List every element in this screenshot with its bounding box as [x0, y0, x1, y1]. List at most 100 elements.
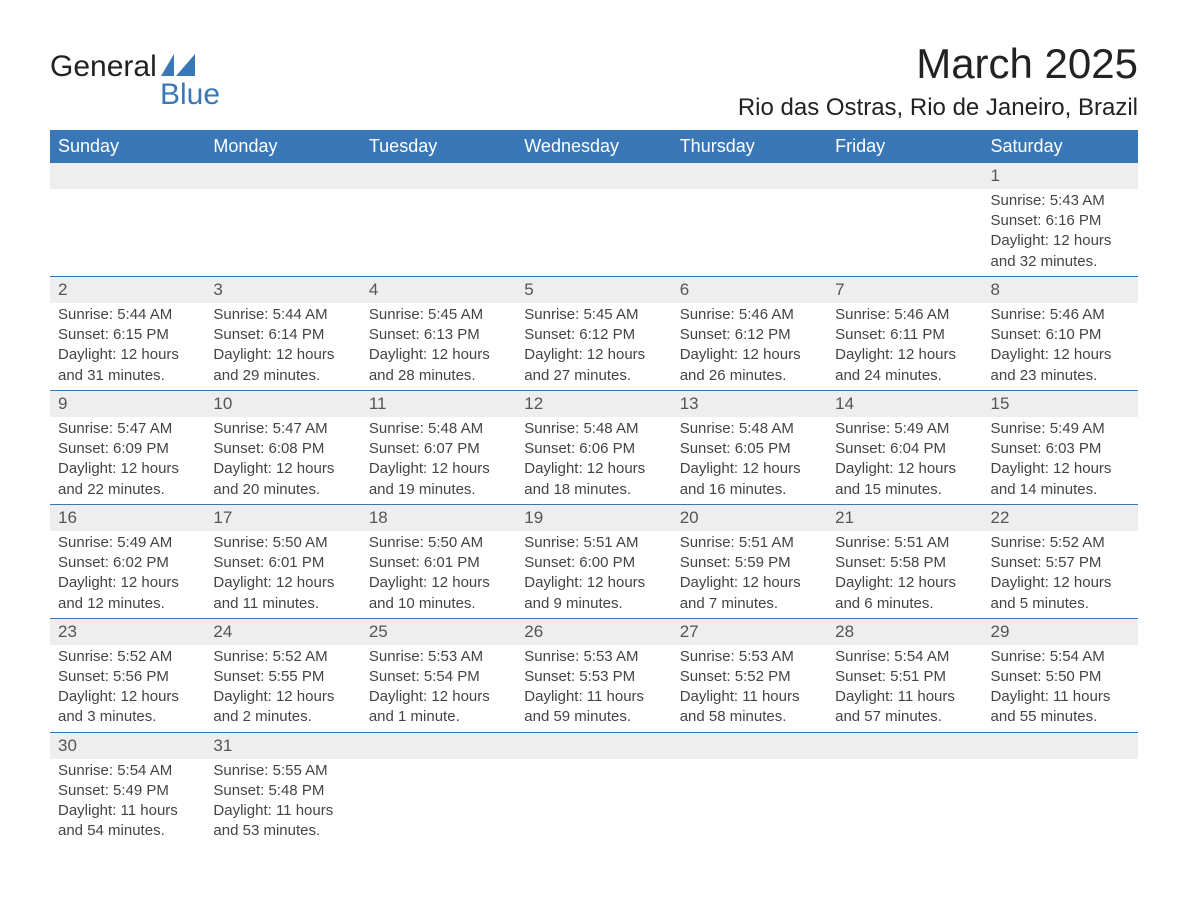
daylight-line2: and 22 minutes. — [58, 480, 197, 500]
daylight-line2: and 58 minutes. — [680, 707, 819, 727]
daylight-line2: and 14 minutes. — [991, 480, 1130, 500]
sunrise: Sunrise: 5:43 AM — [991, 191, 1130, 211]
sunset: Sunset: 5:59 PM — [680, 553, 819, 573]
daylight-line2: and 19 minutes. — [369, 480, 508, 500]
sunrise: Sunrise: 5:54 AM — [58, 761, 197, 781]
weekday-header-row: Sunday Monday Tuesday Wednesday Thursday… — [50, 130, 1138, 163]
day-number: 24 — [205, 618, 360, 644]
daylight-line2: and 24 minutes. — [835, 366, 974, 386]
day-detail — [205, 189, 360, 277]
sunrise: Sunrise: 5:44 AM — [213, 305, 352, 325]
day-number — [516, 732, 671, 758]
day-number: 30 — [50, 732, 205, 758]
day-detail: Sunrise: 5:52 AMSunset: 5:57 PMDaylight:… — [983, 531, 1138, 619]
daylight-line1: Daylight: 12 hours — [680, 459, 819, 479]
daylight-line1: Daylight: 11 hours — [524, 687, 663, 707]
sunset: Sunset: 6:12 PM — [524, 325, 663, 345]
day-number: 26 — [516, 618, 671, 644]
daylight-line2: and 7 minutes. — [680, 594, 819, 614]
daylight-line2: and 9 minutes. — [524, 594, 663, 614]
sunset: Sunset: 5:50 PM — [991, 667, 1130, 687]
logo-text-b: Blue — [160, 78, 220, 112]
day-detail: Sunrise: 5:45 AMSunset: 6:13 PMDaylight:… — [361, 303, 516, 391]
sunrise: Sunrise: 5:54 AM — [835, 647, 974, 667]
day-number: 18 — [361, 504, 516, 530]
daylight-line2: and 28 minutes. — [369, 366, 508, 386]
day-number: 1 — [983, 163, 1138, 189]
header: General Blue March 2025 Rio das Ostras, … — [50, 40, 1138, 122]
daylight-line2: and 6 minutes. — [835, 594, 974, 614]
sunrise: Sunrise: 5:48 AM — [369, 419, 508, 439]
sunrise: Sunrise: 5:53 AM — [524, 647, 663, 667]
day-detail: Sunrise: 5:55 AMSunset: 5:48 PMDaylight:… — [205, 759, 360, 846]
sunrise: Sunrise: 5:45 AM — [369, 305, 508, 325]
sunrise: Sunrise: 5:50 AM — [213, 533, 352, 553]
day-detail: Sunrise: 5:49 AMSunset: 6:04 PMDaylight:… — [827, 417, 982, 505]
day-number: 2 — [50, 276, 205, 302]
daylight-line1: Daylight: 12 hours — [991, 231, 1130, 251]
day-detail: Sunrise: 5:47 AMSunset: 6:08 PMDaylight:… — [205, 417, 360, 505]
day-number: 12 — [516, 390, 671, 416]
day-detail: Sunrise: 5:51 AMSunset: 6:00 PMDaylight:… — [516, 531, 671, 619]
daylight-line1: Daylight: 12 hours — [213, 573, 352, 593]
day-number: 25 — [361, 618, 516, 644]
day-number: 7 — [827, 276, 982, 302]
day-number — [672, 732, 827, 758]
daylight-line2: and 18 minutes. — [524, 480, 663, 500]
day-number: 19 — [516, 504, 671, 530]
sunset: Sunset: 5:51 PM — [835, 667, 974, 687]
day-number: 5 — [516, 276, 671, 302]
sunset: Sunset: 6:14 PM — [213, 325, 352, 345]
daylight-line2: and 2 minutes. — [213, 707, 352, 727]
day-number — [672, 163, 827, 189]
day-detail — [672, 189, 827, 277]
day-detail: Sunrise: 5:48 AMSunset: 6:05 PMDaylight:… — [672, 417, 827, 505]
day-number: 11 — [361, 390, 516, 416]
day-detail: Sunrise: 5:45 AMSunset: 6:12 PMDaylight:… — [516, 303, 671, 391]
daylight-line2: and 23 minutes. — [991, 366, 1130, 386]
daylight-line1: Daylight: 12 hours — [991, 459, 1130, 479]
daynum-row: 23242526272829 — [50, 618, 1138, 644]
day-number: 31 — [205, 732, 360, 758]
daylight-line2: and 31 minutes. — [58, 366, 197, 386]
daylight-line1: Daylight: 11 hours — [835, 687, 974, 707]
daylight-line1: Daylight: 12 hours — [991, 573, 1130, 593]
day-detail: Sunrise: 5:51 AMSunset: 5:59 PMDaylight:… — [672, 531, 827, 619]
day-number: 6 — [672, 276, 827, 302]
sunset: Sunset: 6:03 PM — [991, 439, 1130, 459]
day-number: 4 — [361, 276, 516, 302]
daynum-row: 1 — [50, 163, 1138, 189]
daylight-line2: and 53 minutes. — [213, 821, 352, 841]
daylight-line1: Daylight: 12 hours — [213, 345, 352, 365]
day-number: 20 — [672, 504, 827, 530]
day-number — [50, 163, 205, 189]
sunset: Sunset: 6:10 PM — [991, 325, 1130, 345]
daylight-line1: Daylight: 12 hours — [369, 573, 508, 593]
day-detail: Sunrise: 5:52 AMSunset: 5:55 PMDaylight:… — [205, 645, 360, 733]
logo-text-a: General — [50, 50, 157, 84]
daylight-line2: and 10 minutes. — [369, 594, 508, 614]
sunrise: Sunrise: 5:53 AM — [369, 647, 508, 667]
day-detail: Sunrise: 5:49 AMSunset: 6:02 PMDaylight:… — [50, 531, 205, 619]
day-detail: Sunrise: 5:46 AMSunset: 6:10 PMDaylight:… — [983, 303, 1138, 391]
detail-row: Sunrise: 5:44 AMSunset: 6:15 PMDaylight:… — [50, 303, 1138, 391]
daylight-line2: and 55 minutes. — [991, 707, 1130, 727]
daylight-line2: and 12 minutes. — [58, 594, 197, 614]
calendar-table: Sunday Monday Tuesday Wednesday Thursday… — [50, 130, 1138, 846]
daylight-line1: Daylight: 12 hours — [369, 687, 508, 707]
sunset: Sunset: 5:49 PM — [58, 781, 197, 801]
day-detail — [983, 759, 1138, 846]
sunset: Sunset: 6:02 PM — [58, 553, 197, 573]
day-detail: Sunrise: 5:48 AMSunset: 6:06 PMDaylight:… — [516, 417, 671, 505]
detail-row: Sunrise: 5:54 AMSunset: 5:49 PMDaylight:… — [50, 759, 1138, 846]
day-number: 28 — [827, 618, 982, 644]
sunset: Sunset: 6:04 PM — [835, 439, 974, 459]
sunrise: Sunrise: 5:49 AM — [58, 533, 197, 553]
day-detail: Sunrise: 5:46 AMSunset: 6:12 PMDaylight:… — [672, 303, 827, 391]
weekday-header: Monday — [205, 130, 360, 163]
sunset: Sunset: 5:54 PM — [369, 667, 508, 687]
day-detail: Sunrise: 5:47 AMSunset: 6:09 PMDaylight:… — [50, 417, 205, 505]
sunrise: Sunrise: 5:52 AM — [991, 533, 1130, 553]
day-detail: Sunrise: 5:43 AMSunset: 6:16 PMDaylight:… — [983, 189, 1138, 277]
daylight-line1: Daylight: 12 hours — [991, 345, 1130, 365]
